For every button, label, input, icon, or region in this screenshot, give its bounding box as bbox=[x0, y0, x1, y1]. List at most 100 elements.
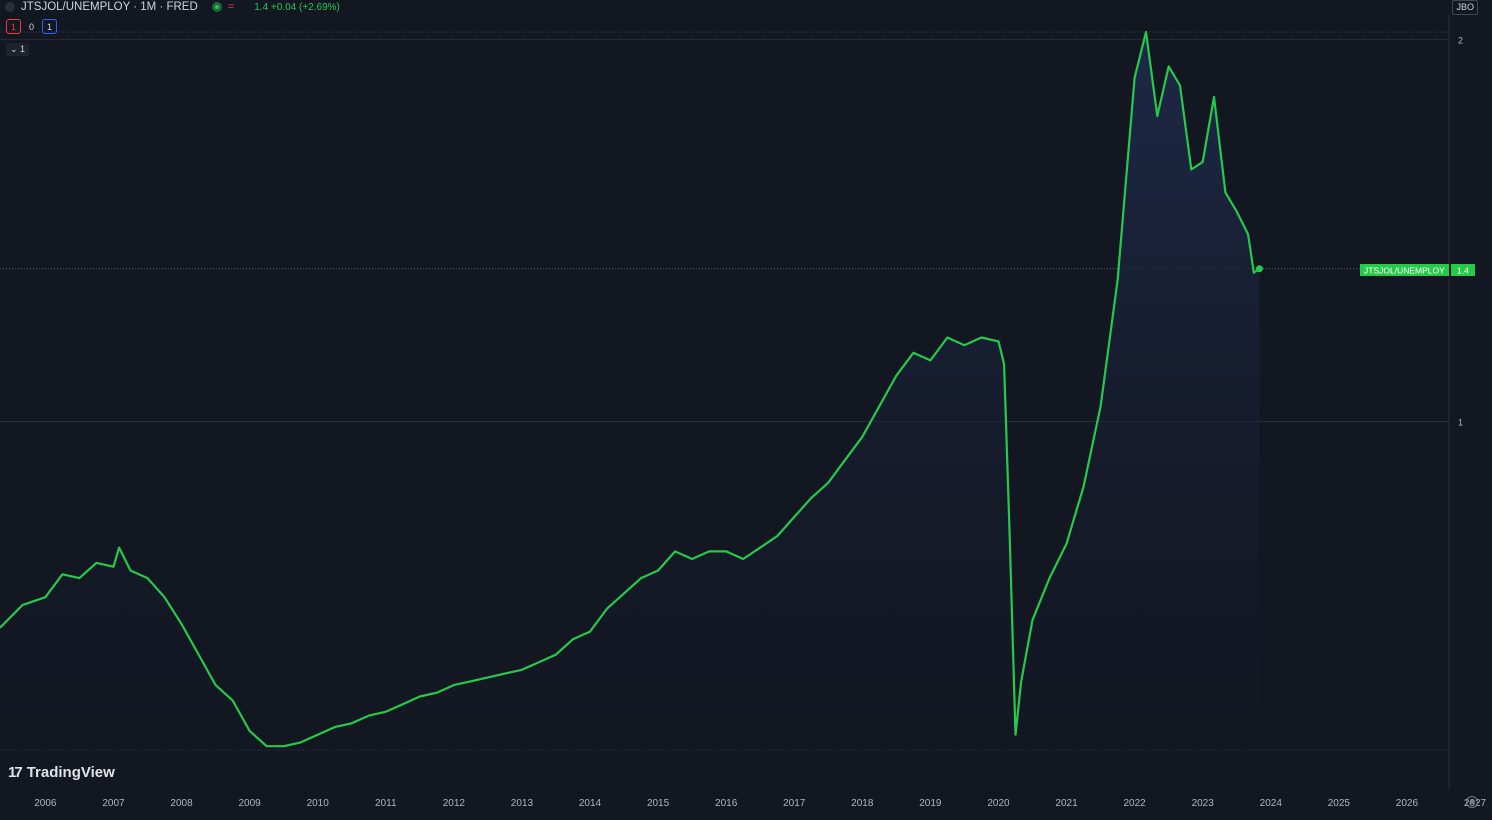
data-point-2021-07 bbox=[1100, 405, 1102, 407]
data-point-2023-09 bbox=[1247, 233, 1249, 235]
data-point-2006-01 bbox=[44, 596, 46, 598]
data-point-2013-07 bbox=[555, 654, 557, 656]
x-tick-2024: 2024 bbox=[1260, 798, 1283, 809]
data-point-2016-10 bbox=[776, 535, 778, 537]
data-point-2020-05 bbox=[1020, 680, 1022, 682]
last-value-number: 1.4 bbox=[1457, 266, 1469, 276]
x-tick-2015: 2015 bbox=[647, 798, 670, 809]
tradingview-logo: 17 TradingView bbox=[8, 764, 115, 781]
blue-count-button[interactable]: 1 bbox=[42, 19, 58, 34]
data-point-2015-01 bbox=[657, 570, 659, 572]
x-tick-2010: 2010 bbox=[307, 798, 330, 809]
data-point-2010-07 bbox=[351, 722, 353, 724]
data-point-2008-04 bbox=[198, 654, 200, 656]
data-point-2017-01 bbox=[793, 516, 795, 518]
data-point-2016-07 bbox=[759, 547, 761, 549]
data-point-2011-04 bbox=[402, 703, 404, 705]
data-point-2020-02 bbox=[1003, 363, 1005, 365]
data-point-2018-07 bbox=[895, 375, 897, 377]
x-tick-2012: 2012 bbox=[443, 798, 466, 809]
data-point-2014-10 bbox=[640, 577, 642, 579]
x-tick-2011: 2011 bbox=[375, 798, 397, 809]
x-tick-2025: 2025 bbox=[1328, 798, 1351, 809]
data-point-2006-10 bbox=[95, 562, 97, 564]
data-point-2012-10 bbox=[504, 673, 506, 675]
data-point-2023-05 bbox=[1224, 191, 1226, 193]
zero-count-label: 0 bbox=[29, 21, 35, 32]
y-tick-2: 2 bbox=[1458, 36, 1463, 46]
data-point-2020-07 bbox=[1032, 619, 1034, 621]
data-point-2022-11 bbox=[1190, 168, 1192, 170]
x-tick-2023: 2023 bbox=[1192, 798, 1215, 809]
data-point-2010-01 bbox=[317, 734, 319, 736]
data-point-2007-01 bbox=[112, 566, 114, 568]
collapse-toggle[interactable]: ⌄ 1 bbox=[6, 43, 30, 56]
data-point-2017-04 bbox=[810, 497, 812, 499]
data-point-2011-07 bbox=[419, 696, 421, 698]
data-point-2009-10 bbox=[300, 741, 302, 743]
x-tick-2006: 2006 bbox=[34, 798, 57, 809]
data-point-2023-03 bbox=[1213, 96, 1215, 98]
y-axis[interactable]: 21 bbox=[1458, 36, 1463, 428]
scale-button[interactable]: JBO bbox=[1452, 0, 1478, 15]
data-point-2012-04 bbox=[470, 680, 472, 682]
data-point-2007-07 bbox=[147, 577, 149, 579]
x-tick-2009: 2009 bbox=[238, 798, 261, 809]
data-point-2014-07 bbox=[623, 592, 625, 594]
data-point-2022-09 bbox=[1179, 84, 1181, 86]
equals-icon: = bbox=[227, 1, 235, 13]
data-point-2020-01 bbox=[997, 340, 999, 342]
data-point-2019-01 bbox=[929, 359, 931, 361]
data-point-2022-03 bbox=[1145, 31, 1147, 33]
y-tick-1: 1 bbox=[1458, 418, 1463, 428]
data-point-2014-04 bbox=[606, 608, 608, 610]
x-axis[interactable]: 2006 2007 2008 2009 2010 2011 2012 2013 2014 2015… bbox=[34, 798, 1486, 809]
symbol-title[interactable]: JTSJOL/UNEMPLOY · 1M · FRED bbox=[21, 1, 198, 13]
x-tick-2017: 2017 bbox=[783, 798, 806, 809]
last-value-dot bbox=[1255, 265, 1263, 273]
data-point-2007-04 bbox=[129, 570, 131, 572]
data-point-2022-05 bbox=[1156, 115, 1158, 117]
red-count-button[interactable]: 1 bbox=[6, 19, 21, 34]
series-line bbox=[0, 30, 1261, 748]
data-point-2021-10 bbox=[1117, 279, 1119, 281]
area-fill bbox=[0, 32, 1260, 750]
data-point-2012-07 bbox=[487, 676, 489, 678]
x-tick-2022: 2022 bbox=[1123, 798, 1146, 809]
data-point-2020-03 bbox=[1009, 539, 1011, 541]
data-point-2022-07 bbox=[1168, 65, 1170, 67]
tradingview-mark-icon: 17 bbox=[8, 764, 23, 781]
data-point-2013-01 bbox=[521, 669, 523, 671]
data-point-2017-07 bbox=[827, 482, 829, 484]
x-tick-2016: 2016 bbox=[715, 798, 738, 809]
data-point-2008-07 bbox=[215, 684, 217, 686]
data-point-2019-07 bbox=[963, 344, 965, 346]
data-point-2015-04 bbox=[674, 550, 676, 552]
data-point-2006-07 bbox=[78, 577, 80, 579]
x-tick-2026: 2026 bbox=[1396, 798, 1419, 809]
data-point-2023-10 bbox=[1253, 272, 1255, 274]
data-point-2005-07 bbox=[10, 615, 12, 617]
price-change: 1.4 +0.04 (+2.69%) bbox=[254, 1, 340, 13]
data-point-2023-01 bbox=[1202, 161, 1204, 163]
last-value-series-name: JTSJOL/UNEMPLOY bbox=[1364, 266, 1445, 276]
data-point-2011-01 bbox=[385, 711, 387, 713]
settings-icon[interactable] bbox=[1466, 796, 1478, 808]
data-point-2014-01 bbox=[589, 631, 591, 633]
x-tick-2020: 2020 bbox=[987, 798, 1010, 809]
data-point-2019-04 bbox=[946, 337, 948, 339]
tradingview-logo-text: TradingView bbox=[26, 764, 115, 781]
data-point-2018-01 bbox=[861, 436, 863, 438]
x-tick-2021: 2021 bbox=[1055, 798, 1078, 809]
x-tick-2013: 2013 bbox=[511, 798, 534, 809]
x-tick-2018: 2018 bbox=[851, 798, 874, 809]
data-point-2013-10 bbox=[572, 638, 574, 640]
data-point-2017-10 bbox=[844, 459, 846, 461]
data-point-2012-01 bbox=[453, 684, 455, 686]
data-point-2022-01 bbox=[1134, 77, 1136, 79]
data-point-2007-10 bbox=[164, 596, 166, 598]
data-point-2018-04 bbox=[878, 405, 880, 407]
data-point-2008-01 bbox=[181, 623, 183, 625]
data-point-2019-10 bbox=[980, 337, 982, 339]
